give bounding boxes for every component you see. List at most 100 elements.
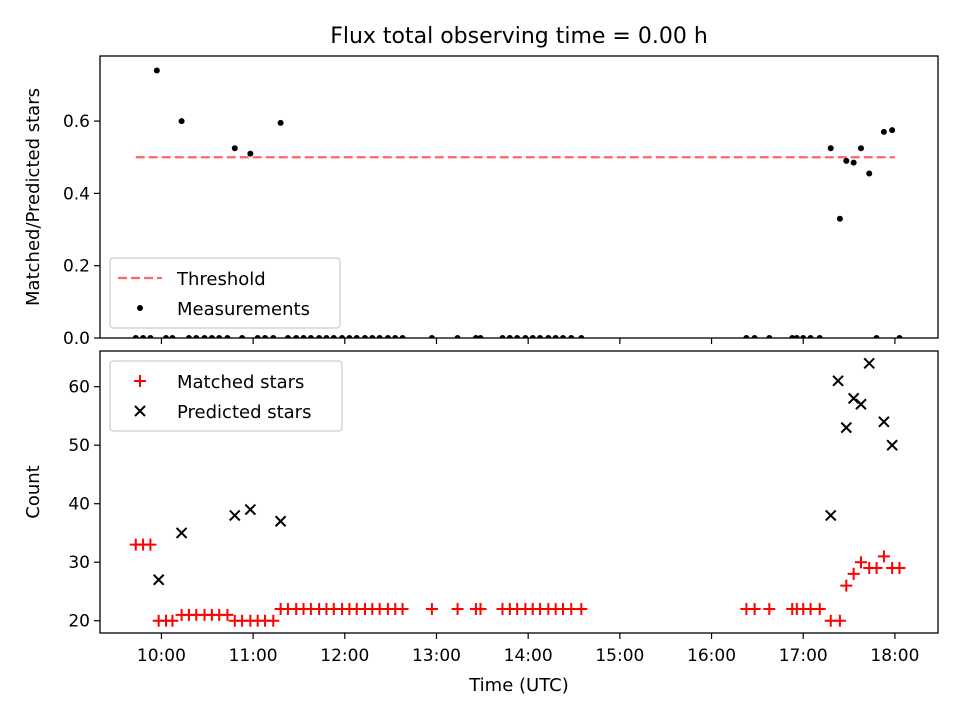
data-point	[506, 335, 513, 338]
y-tick-label: 50	[68, 436, 90, 456]
data-point	[873, 335, 880, 338]
data-point	[396, 603, 409, 616]
data-point	[866, 170, 873, 177]
x-tick-label: 13:00	[412, 646, 461, 666]
data-point	[376, 335, 383, 338]
x-tick-label: 17:00	[779, 646, 828, 666]
data-point	[889, 127, 896, 134]
data-point	[229, 509, 241, 522]
data-point	[893, 562, 906, 575]
data-point	[847, 392, 860, 405]
axes-frame	[99, 350, 939, 634]
y-tick-label: 0.2	[63, 257, 90, 277]
data-point	[854, 556, 867, 569]
data-point	[560, 335, 567, 338]
data-point	[807, 335, 814, 338]
data-point	[857, 145, 864, 152]
y-axis-label: Matched/Predicted stars	[23, 88, 44, 306]
data-point	[254, 335, 261, 338]
series-matched-stars	[129, 538, 906, 627]
y-axis-ticks: 0.0 0.2 0.4 0.6	[63, 112, 100, 349]
data-point	[855, 398, 867, 410]
y-tick-label: 40	[68, 495, 90, 515]
legend-marker-x	[134, 405, 146, 417]
data-point	[870, 562, 883, 575]
data-point	[896, 335, 903, 338]
x-axis-label: Time (UTC)	[468, 675, 569, 696]
x-tick-label: 15:00	[595, 646, 644, 666]
data-point	[800, 335, 807, 338]
data-point	[293, 335, 300, 338]
legend-label: Matched stars	[177, 372, 304, 393]
data-point	[399, 335, 406, 338]
data-point	[886, 439, 898, 451]
data-point	[832, 375, 844, 387]
legend: Matched stars Predicted stars	[109, 360, 343, 432]
data-point	[789, 335, 796, 338]
legend-box	[109, 257, 341, 329]
data-point	[850, 159, 857, 166]
data-point	[847, 567, 860, 580]
panel-1: 0.0 0.2 0.4 0.6 Matched/Predicted stars Thres…	[23, 55, 939, 349]
data-point	[472, 335, 479, 338]
plot-area	[132, 67, 903, 338]
data-point	[565, 603, 578, 616]
data-point	[270, 335, 277, 338]
x-tick-label: 18:00	[870, 646, 919, 666]
data-point	[384, 335, 391, 338]
data-point	[827, 145, 834, 152]
legend-marker-dot	[137, 305, 143, 311]
data-point	[163, 335, 170, 338]
data-point	[185, 335, 192, 338]
data-point	[568, 335, 575, 338]
data-point	[339, 335, 346, 338]
data-point	[239, 335, 246, 338]
data-point	[221, 608, 234, 621]
data-point	[836, 215, 843, 222]
data-point	[267, 614, 280, 627]
x-tick-label: 11:00	[229, 646, 278, 666]
data-point	[224, 335, 231, 338]
data-point	[878, 416, 890, 428]
data-point	[863, 357, 875, 369]
axes-frame	[99, 55, 939, 339]
y-axis-ticks: 20 30 40 50 60	[68, 378, 100, 632]
data-point	[231, 145, 238, 152]
data-point	[277, 119, 284, 126]
data-point	[840, 579, 853, 592]
y-tick-label: 60	[68, 378, 90, 398]
data-point	[529, 335, 536, 338]
series-predicted-stars	[152, 357, 898, 586]
x-tick-label: 10:00	[137, 646, 186, 666]
data-point	[361, 335, 368, 338]
data-point	[307, 335, 314, 338]
data-point	[816, 335, 823, 338]
legend-marker-plus	[134, 375, 146, 387]
y-tick-label: 0.6	[63, 112, 90, 132]
data-point	[201, 335, 208, 338]
data-point	[147, 335, 154, 338]
data-point	[763, 603, 776, 616]
data-point	[575, 603, 588, 616]
data-point	[178, 118, 185, 125]
data-point	[392, 335, 399, 338]
data-point	[169, 335, 176, 338]
data-point	[454, 335, 461, 338]
x-tick-label: 12:00	[320, 646, 369, 666]
legend-label: Threshold	[176, 269, 266, 290]
data-point	[330, 335, 337, 338]
data-point	[369, 335, 376, 338]
data-point	[522, 335, 529, 338]
data-point	[153, 67, 160, 74]
legend-label: Predicted stars	[177, 402, 311, 423]
y-tick-label: 0.0	[63, 329, 90, 349]
data-point	[578, 335, 585, 338]
x-tick-label: 14:00	[504, 646, 553, 666]
legend-label: Measurements	[177, 299, 310, 320]
data-point	[477, 335, 484, 338]
data-point	[193, 335, 200, 338]
data-point	[833, 614, 846, 627]
plot-area	[129, 357, 906, 627]
panels: 0.0 0.2 0.4 0.6 Matched/Predicted stars Thres…	[23, 55, 939, 666]
